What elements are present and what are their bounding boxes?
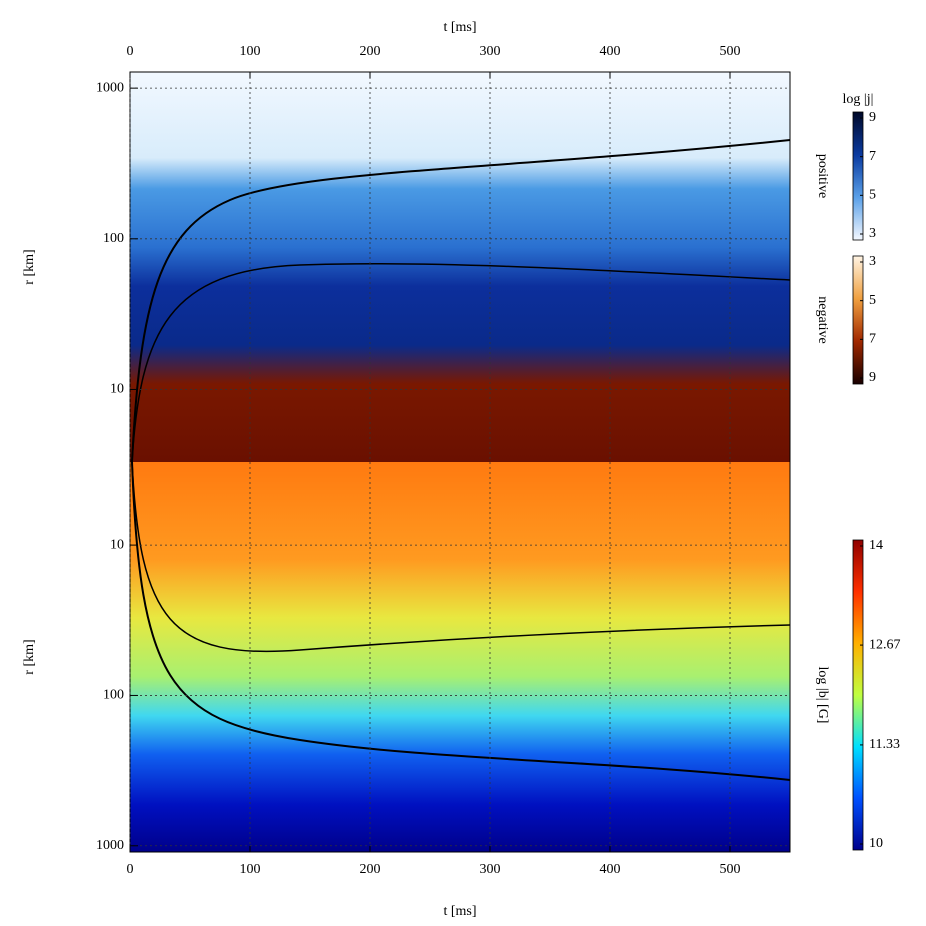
x-axis-label: t [ms] [443,20,476,35]
x-axis-label: t [ms] [443,904,476,919]
colorbar-tick-label: 14 [869,538,883,553]
colorbar-label: log |b| [G] [815,667,830,724]
contour [131,461,791,781]
x-tick-label: 400 [600,44,621,59]
colorbar-tick-label: 3 [869,254,876,269]
heatmap-image [130,462,790,852]
y-axis-label: r [km] [22,639,37,674]
colorbar-tick-label: 9 [869,370,876,385]
x-tick-label: 400 [600,862,621,877]
y-tick-label: 1000 [96,80,124,95]
colorbar-label: negative [815,296,830,343]
heatmap-image [130,72,790,462]
y-tick-label: 10 [110,537,124,552]
colorbar-tick-label: 12.67 [869,637,901,652]
colorbar-tick-label: 3 [869,226,876,241]
colorbar-tick-label: 5 [869,188,876,203]
colorbar-tick-label: 9 [869,110,876,125]
colorbar [852,255,864,385]
colorbar-label: positive [815,154,830,198]
x-tick-label: 500 [720,862,741,877]
x-tick-label: 0 [127,862,134,877]
y-tick-label: 10 [110,382,124,397]
x-tick-label: 300 [480,44,501,59]
colorbar-tick-label: 5 [869,293,876,308]
x-tick-label: 300 [480,862,501,877]
x-tick-label: 500 [720,44,741,59]
colorbar-tick-label: 7 [869,149,876,164]
colorbar-tick-label: 11.33 [869,737,900,752]
colorbar-tick-label: 10 [869,836,883,851]
colorbar [852,539,864,851]
x-tick-label: 100 [240,44,261,59]
contour [131,262,791,463]
y-tick-label: 100 [103,688,124,703]
y-axis-label: r [km] [22,249,37,284]
contour [131,461,791,653]
colorbar [852,111,864,241]
x-tick-label: 100 [240,862,261,877]
y-tick-label: 1000 [96,838,124,853]
colorbar-title: log |j| [843,92,874,107]
x-tick-label: 200 [360,44,381,59]
y-tick-label: 100 [103,231,124,246]
colorbar-tick-label: 7 [869,332,876,347]
x-tick-label: 0 [127,44,134,59]
x-tick-label: 200 [360,862,381,877]
